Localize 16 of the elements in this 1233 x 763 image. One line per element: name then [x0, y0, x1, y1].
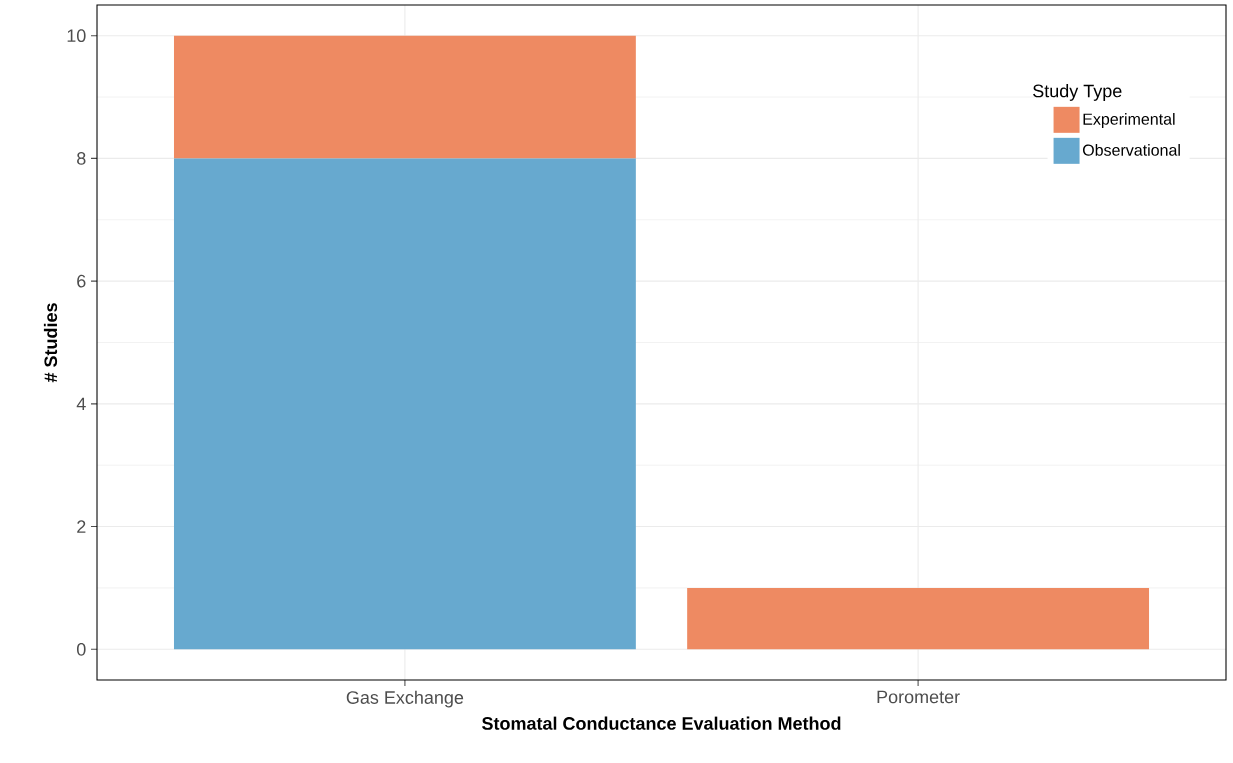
- legend-title: Study Type: [1033, 84, 1122, 101]
- legend-label: Observational: [1082, 144, 1180, 156]
- y-tick-label: 4: [76, 397, 86, 411]
- legend-label: Experimental: [1083, 113, 1175, 128]
- bar: [173, 35, 636, 159]
- bar: [687, 587, 1150, 650]
- y-tick-label: 8: [77, 152, 86, 165]
- y-tick-label: 10: [67, 29, 86, 43]
- y-tick-label: 2: [77, 520, 86, 533]
- x-tick-label: Porometer: [877, 690, 960, 704]
- x-axis-title: Stomatal Conductance Evaluation Method: [482, 716, 841, 730]
- x-tick-label: Gas Exchange: [346, 690, 464, 708]
- y-tick-label: 6: [77, 274, 86, 288]
- y-axis-title: # Studies: [43, 303, 58, 383]
- bar: [173, 158, 636, 650]
- y-tick-label: 0: [77, 642, 86, 656]
